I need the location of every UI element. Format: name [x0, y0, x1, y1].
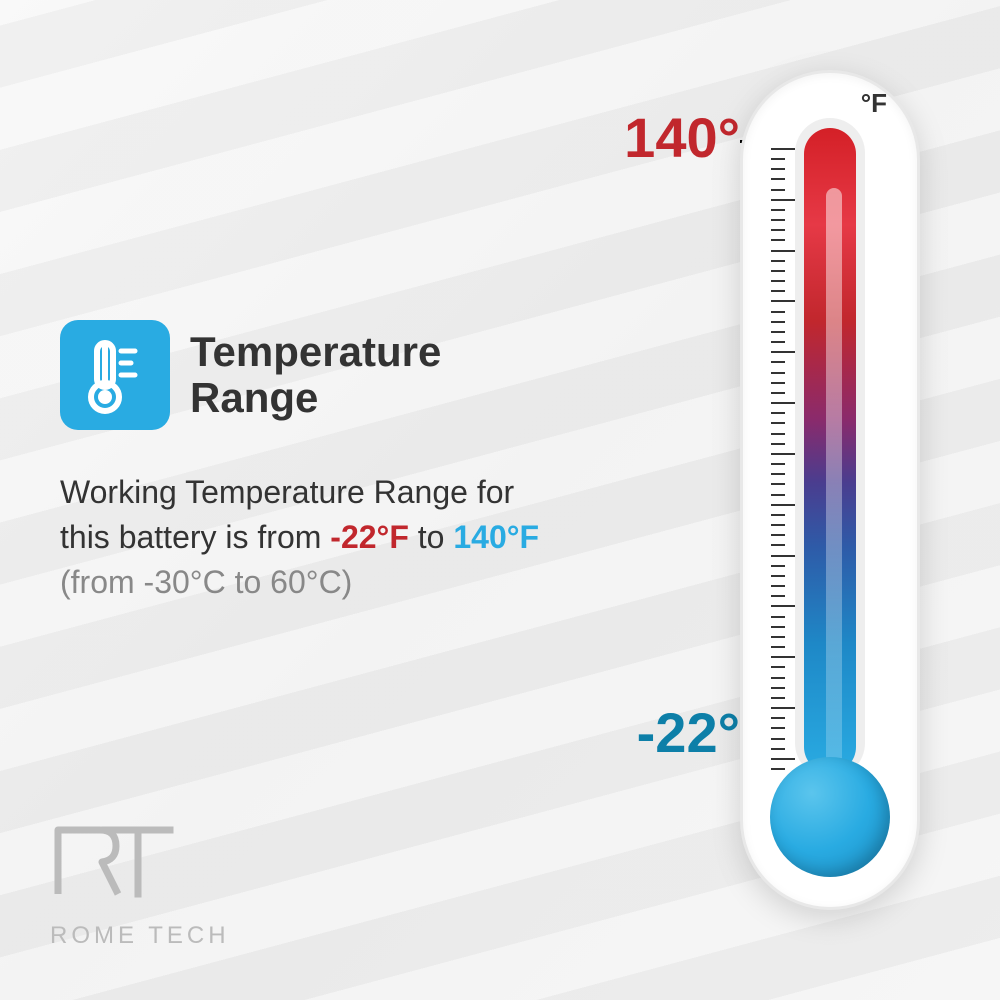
tick: [771, 392, 785, 394]
tick: [771, 544, 785, 546]
tick: [771, 514, 785, 516]
tick: [771, 524, 785, 526]
tick: [771, 697, 785, 699]
tick: [771, 504, 795, 506]
tick: [771, 656, 795, 658]
tick: [771, 280, 785, 282]
tick: [771, 768, 785, 770]
thermometer-tube-fill: [804, 128, 856, 773]
tick: [771, 494, 785, 496]
tick: [771, 270, 785, 272]
tick: [771, 717, 785, 719]
tick: [771, 748, 785, 750]
tick: [771, 239, 785, 241]
thermometer-icon: [85, 335, 145, 415]
tick: [771, 311, 785, 313]
logo-mark: [50, 822, 190, 912]
tick: [771, 422, 785, 424]
tick: [771, 616, 785, 618]
tick: [771, 585, 785, 587]
tick: [771, 677, 785, 679]
tick: [771, 189, 785, 191]
tick: [771, 361, 785, 363]
tick: [771, 402, 795, 404]
tick: [771, 178, 785, 180]
tick: [771, 646, 785, 648]
header-row: Temperature Range: [60, 320, 540, 430]
tick: [771, 738, 785, 740]
thermometer: °F: [710, 70, 950, 940]
tick: [771, 443, 785, 445]
tick: [771, 433, 785, 435]
tick: [771, 626, 785, 628]
tick: [771, 168, 785, 170]
tick: [771, 148, 795, 150]
tick: [771, 300, 795, 302]
tick: [771, 331, 785, 333]
tick: [771, 341, 785, 343]
description: Working Temperature Range for this batte…: [60, 470, 540, 604]
unit-label: °F: [861, 88, 887, 119]
tick: [771, 727, 785, 729]
thermometer-highlight: [826, 188, 842, 768]
desc-low-f: -22°F: [330, 519, 409, 555]
thermometer-bulb: [770, 757, 890, 877]
tick: [771, 534, 785, 536]
tick: [771, 351, 795, 353]
thermometer-body: °F: [740, 70, 920, 910]
tick: [771, 575, 785, 577]
logo-text: ROME TECH: [50, 922, 230, 950]
tick: [771, 250, 795, 252]
desc-celsius: (from -30°C to 60°C): [60, 564, 352, 600]
tick: [771, 687, 785, 689]
content-panel: Temperature Range Working Temperature Ra…: [60, 320, 540, 604]
tick: [771, 412, 785, 414]
tick: [771, 372, 785, 374]
tick: [771, 199, 795, 201]
tick: [771, 605, 795, 607]
thermometer-ticks: [771, 148, 801, 768]
tick: [771, 219, 785, 221]
tick: [771, 666, 785, 668]
tick: [771, 321, 785, 323]
tick: [771, 209, 785, 211]
tick: [771, 453, 795, 455]
tick: [771, 483, 785, 485]
thermometer-icon-box: [60, 320, 170, 430]
tick: [771, 473, 785, 475]
tick: [771, 290, 785, 292]
desc-high-f: 140°F: [453, 519, 539, 555]
title: Temperature Range: [190, 329, 540, 421]
tick: [771, 158, 785, 160]
tick: [771, 463, 785, 465]
tick: [771, 595, 785, 597]
tick: [771, 260, 785, 262]
logo: ROME TECH: [50, 822, 230, 950]
tick: [771, 707, 795, 709]
desc-mid: to: [409, 519, 453, 555]
tick: [771, 229, 785, 231]
tick: [771, 636, 785, 638]
tick: [771, 758, 795, 760]
tick: [771, 565, 785, 567]
tick: [771, 555, 795, 557]
tick: [771, 382, 785, 384]
